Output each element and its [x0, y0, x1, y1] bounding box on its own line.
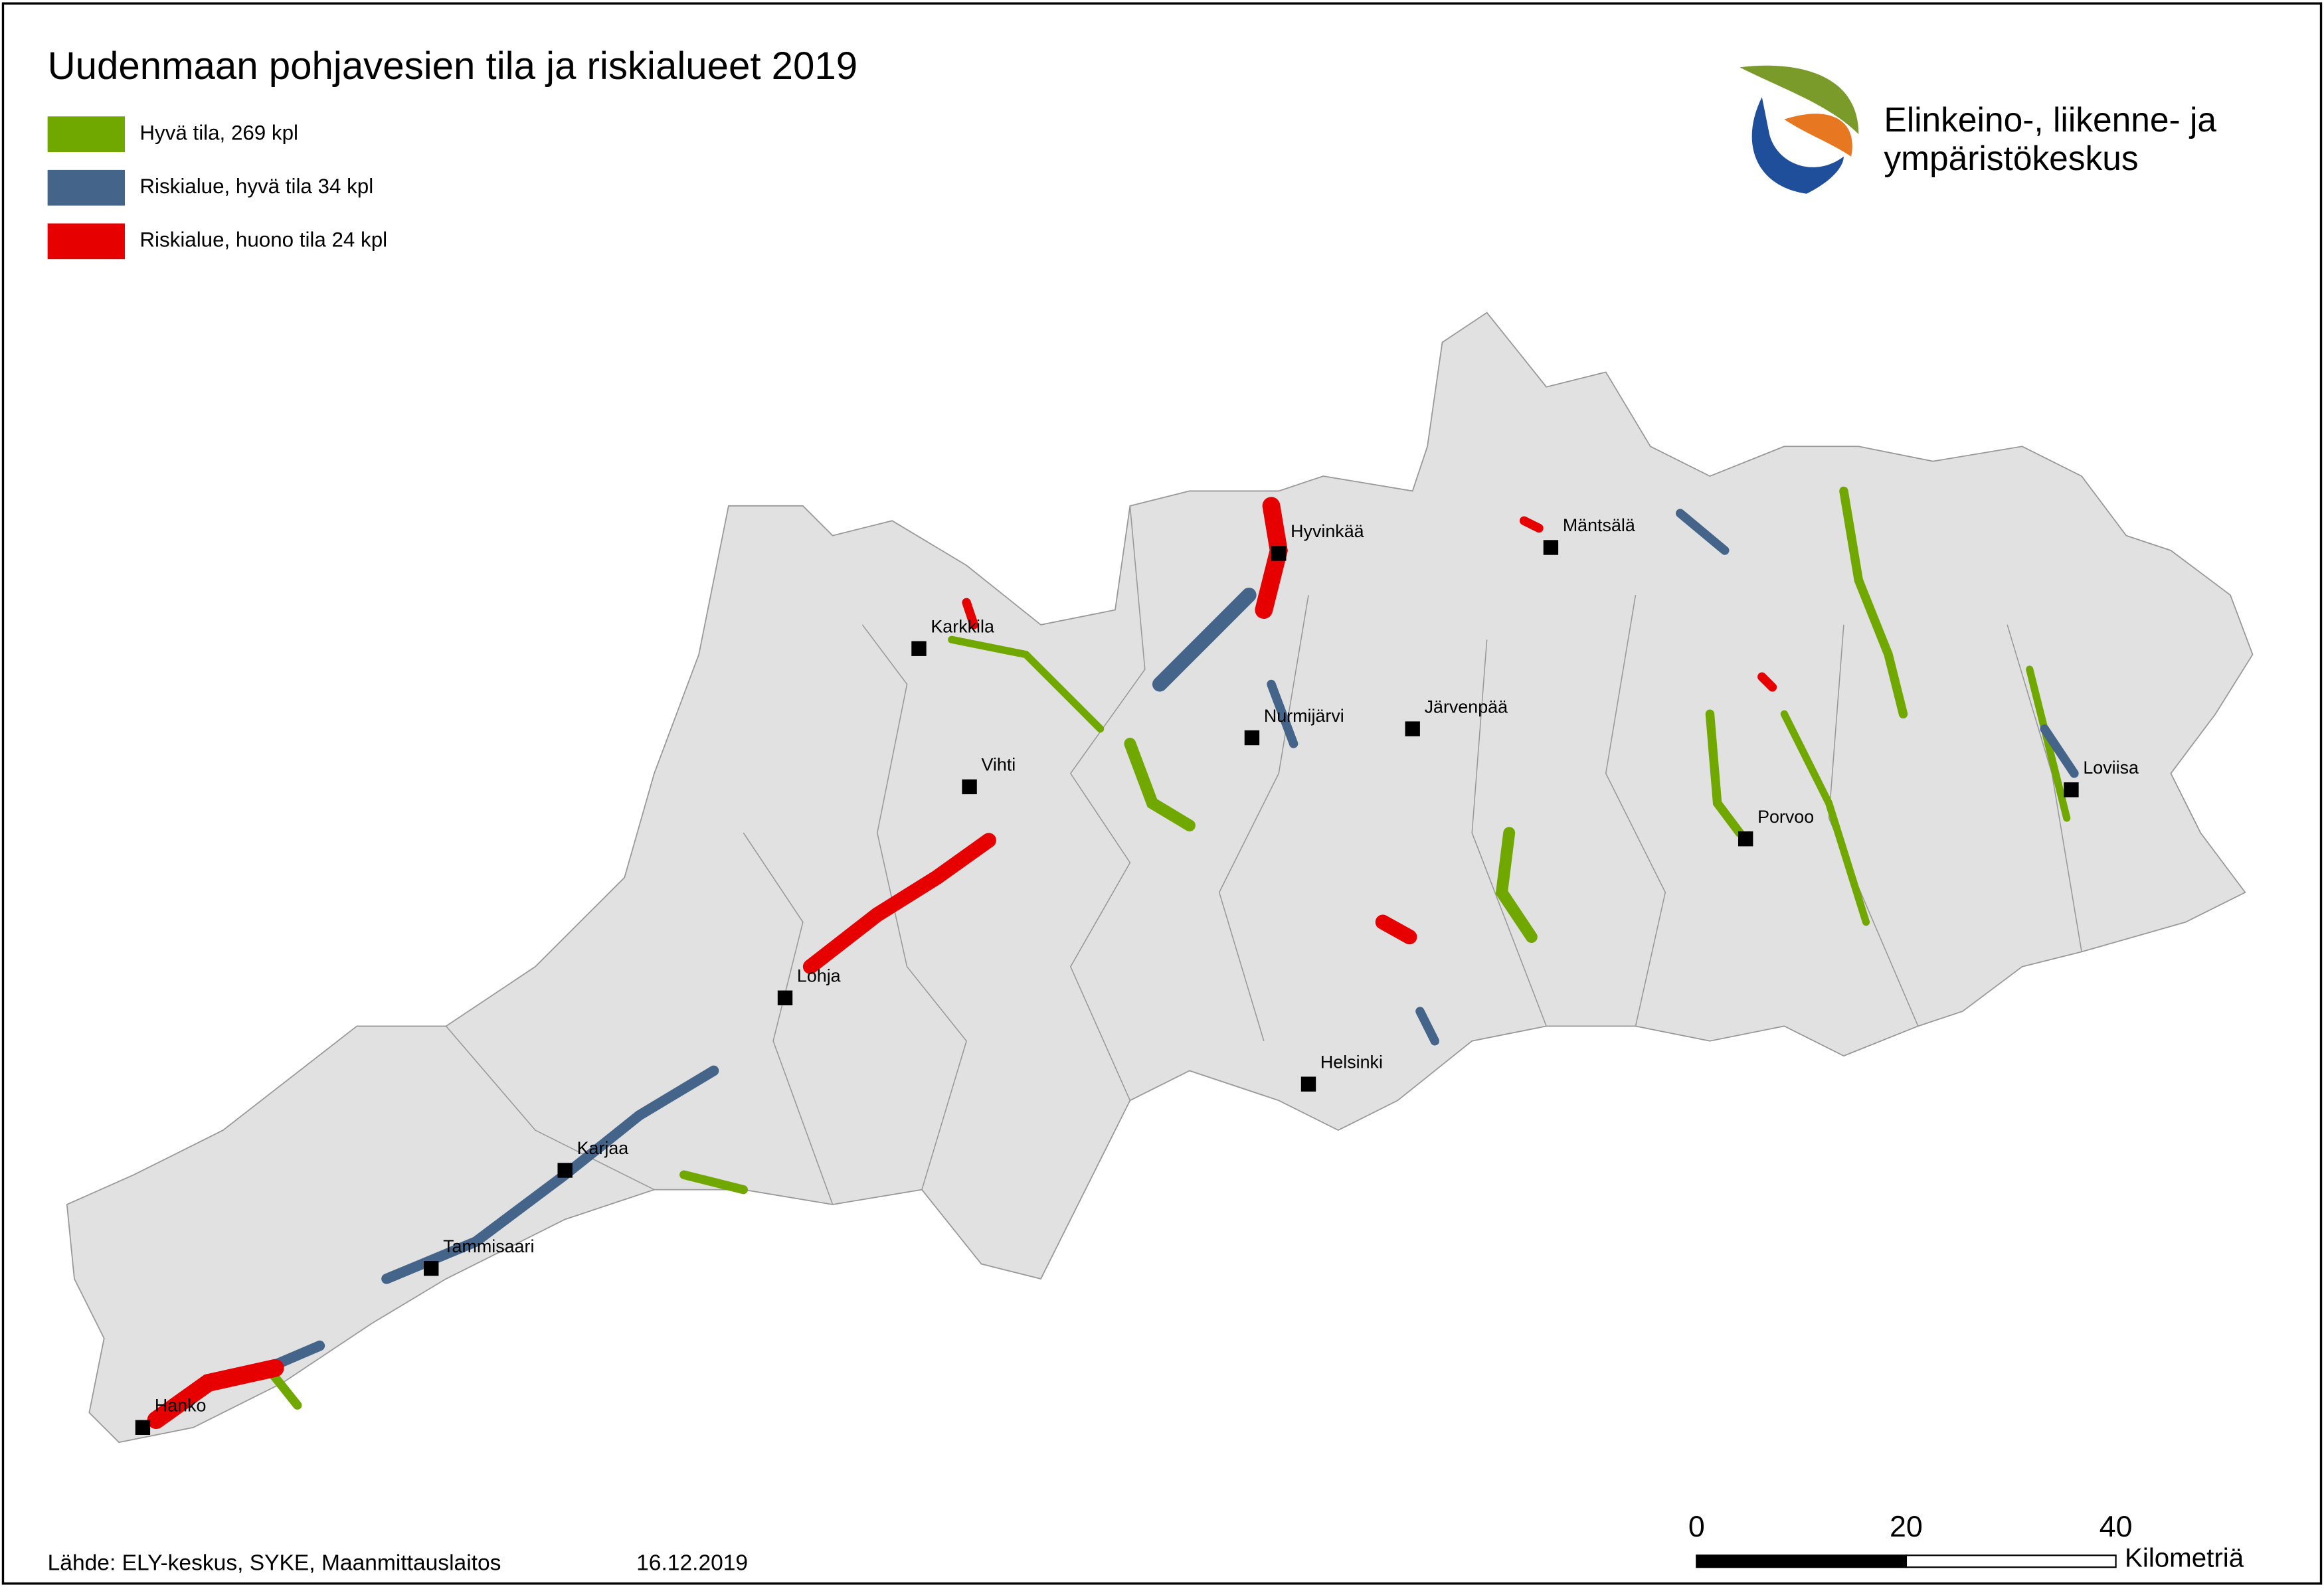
city-label: Loviisa	[2083, 758, 2139, 778]
legend: Hyvä tila, 269 kpl Riskialue, hyvä tila 3…	[47, 116, 387, 260]
city-marker	[424, 1261, 439, 1276]
source: Lähde: ELY-keskus, SYKE, Maanmittauslait…	[48, 1551, 501, 1576]
city-marker	[1738, 831, 1753, 847]
city-marker	[962, 779, 977, 795]
scale-segment	[1905, 1554, 2117, 1568]
scale-tick-label: 0	[1688, 1510, 1705, 1543]
city-label: Järvenpää	[1425, 697, 1508, 716]
city-label: Lohja	[797, 966, 841, 986]
scale-segment	[1696, 1554, 1908, 1568]
city-marker	[1244, 730, 1260, 746]
map-title: Uudenmaan pohjavesien tila ja riskialuee…	[48, 44, 858, 88]
city-label: Hanko	[155, 1396, 207, 1416]
logo-text: ympäristökeskus	[1884, 139, 2138, 177]
city-label: Karjaa	[577, 1138, 629, 1158]
city-label: Tammisaari	[443, 1236, 534, 1256]
city-marker	[2064, 782, 2079, 797]
legend-label: Riskialue, hyvä tila 34 kpl	[139, 175, 373, 198]
city-marker	[1405, 721, 1420, 736]
city-label: Mäntsälä	[1563, 515, 1635, 535]
legend-swatch	[47, 169, 126, 206]
city-label: Vihti	[982, 755, 1016, 775]
city-label: Porvoo	[1757, 807, 1814, 827]
land	[66, 311, 2254, 1444]
scale-unit: Kilometriä	[2125, 1543, 2244, 1573]
city-label: Helsinki	[1320, 1052, 1383, 1072]
legend-label: Hyvä tila, 269 kpl	[139, 121, 298, 144]
city-marker	[1300, 1076, 1316, 1092]
city-label: Karkkila	[931, 616, 994, 636]
city-marker	[557, 1163, 573, 1178]
logo-text: Elinkeino-, liikenne- ja	[1884, 100, 2216, 139]
city-label: Hyvinkää	[1291, 521, 1364, 541]
legend-swatch	[47, 116, 126, 153]
cities: Hyvinkää Mäntsälä Karkkila Nurmijärvi Järven…	[135, 515, 2139, 1435]
city-marker	[135, 1420, 151, 1435]
scale-tick-label: 40	[2100, 1510, 2133, 1543]
city-marker	[1543, 540, 1559, 555]
legend-label: Riskialue, huono tila 24 kpl	[139, 228, 387, 252]
scale-tick-label: 20	[1890, 1510, 1923, 1543]
city-marker	[911, 641, 927, 656]
city-label: Nurmijärvi	[1264, 706, 1344, 726]
date: 16.12.2019	[636, 1551, 748, 1576]
legend-swatch	[47, 223, 126, 260]
city-marker	[1271, 546, 1287, 561]
city-marker	[777, 990, 793, 1006]
